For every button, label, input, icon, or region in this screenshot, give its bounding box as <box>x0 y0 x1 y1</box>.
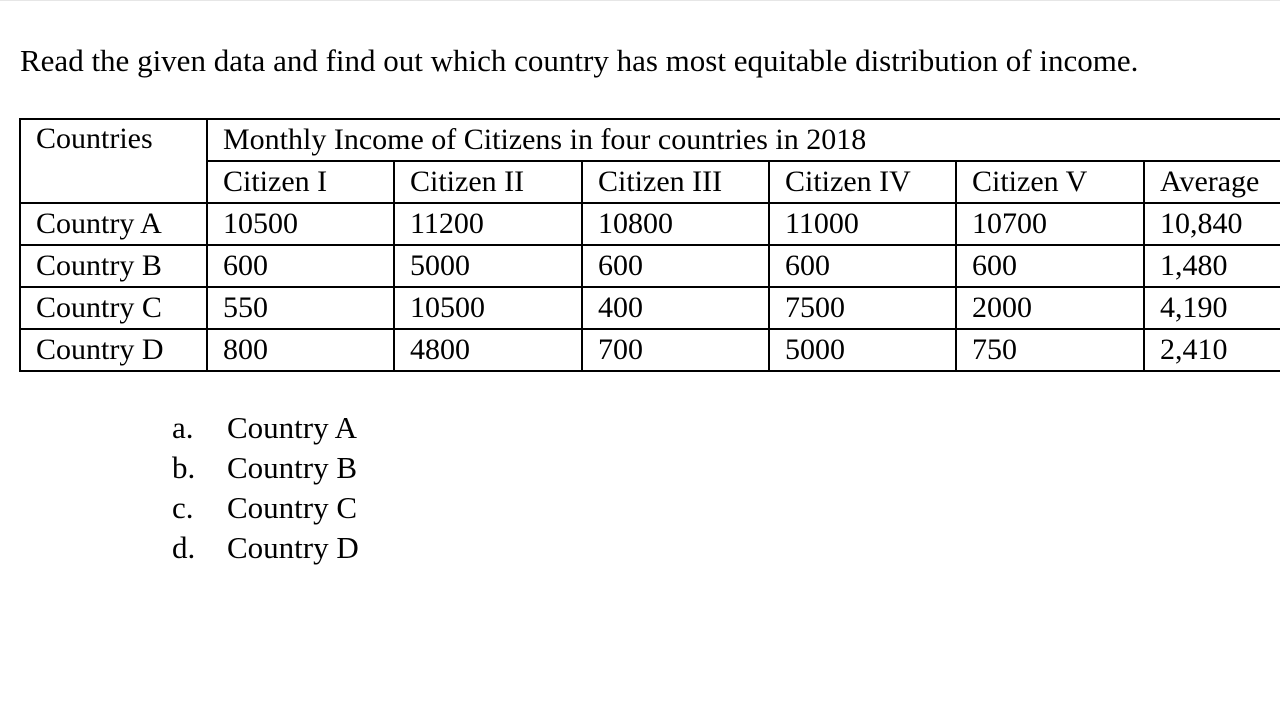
income-cell: 550 <box>206 286 395 330</box>
income-cell: 600 <box>955 244 1145 288</box>
countries-header: Countries <box>19 118 208 204</box>
option-text: Country C <box>227 490 358 525</box>
average-cell: 2,410 <box>1142 328 1280 372</box>
column-header: Citizen I <box>206 160 395 204</box>
income-cell: 800 <box>206 328 395 372</box>
option-letter: d. <box>172 530 196 565</box>
average-cell: 10,840 <box>1142 202 1280 246</box>
citizen-header-row: Citizen I Citizen II Citizen III Citizen… <box>20 160 1280 204</box>
option-text: Country D <box>227 530 359 565</box>
monthly-income-header: Monthly Income of Citizens in four count… <box>205 118 1280 162</box>
table-row: Country C 550 10500 400 7500 2000 4,190 <box>19 286 1280 330</box>
income-cell: 4800 <box>393 328 583 372</box>
option-a: a. Country A <box>172 408 359 448</box>
average-column-header: Average <box>1142 160 1280 204</box>
option-text: Country B <box>227 450 358 485</box>
income-cell: 750 <box>955 328 1145 372</box>
average-cell: 4,190 <box>1142 286 1280 330</box>
income-cell: 600 <box>206 244 395 288</box>
country-cell: Country D <box>19 328 208 372</box>
income-cell: 700 <box>581 328 770 372</box>
country-cell: Country A <box>19 202 208 246</box>
income-cell: 11200 <box>393 202 583 246</box>
table-row: Country B 600 5000 600 600 600 1,480 <box>19 244 1280 288</box>
option-b: b. Country B <box>172 448 359 488</box>
table-row: Country D 800 4800 700 5000 750 2,410 <box>19 328 1280 372</box>
option-d: d. Country D <box>172 528 359 568</box>
income-cell: 10500 <box>206 202 395 246</box>
income-cell: 400 <box>581 286 770 330</box>
income-cell: 10500 <box>393 286 583 330</box>
column-header: Citizen III <box>581 160 770 204</box>
option-c: c. Country C <box>172 488 359 528</box>
income-table: Countries Monthly Income of Citizens in … <box>19 118 1280 372</box>
income-cell: 600 <box>768 244 957 288</box>
income-cell: 11000 <box>768 202 957 246</box>
income-cell: 5000 <box>768 328 957 372</box>
table-header-row: Countries Monthly Income of Citizens in … <box>19 118 1280 204</box>
option-letter: c. <box>172 490 194 525</box>
country-cell: Country C <box>19 286 208 330</box>
income-cell: 5000 <box>393 244 583 288</box>
option-letter: b. <box>172 450 196 485</box>
income-cell: 7500 <box>768 286 957 330</box>
income-cell: 2000 <box>955 286 1145 330</box>
column-header: Citizen IV <box>768 160 957 204</box>
table-row: Country A 10500 11200 10800 11000 10700 … <box>19 202 1280 246</box>
column-header: Citizen V <box>955 160 1145 204</box>
column-header: Citizen II <box>393 160 583 204</box>
country-cell: Country B <box>19 244 208 288</box>
option-text: Country A <box>227 410 358 445</box>
average-cell: 1,480 <box>1142 244 1280 288</box>
question-text: Read the given data and find out which c… <box>20 43 1139 78</box>
income-cell: 10700 <box>955 202 1145 246</box>
option-letter: a. <box>172 410 194 445</box>
answer-options: a. Country A b. Country B c. Country C d… <box>172 408 359 568</box>
top-divider <box>0 0 1280 1</box>
income-cell: 600 <box>581 244 770 288</box>
income-cell: 10800 <box>581 202 770 246</box>
